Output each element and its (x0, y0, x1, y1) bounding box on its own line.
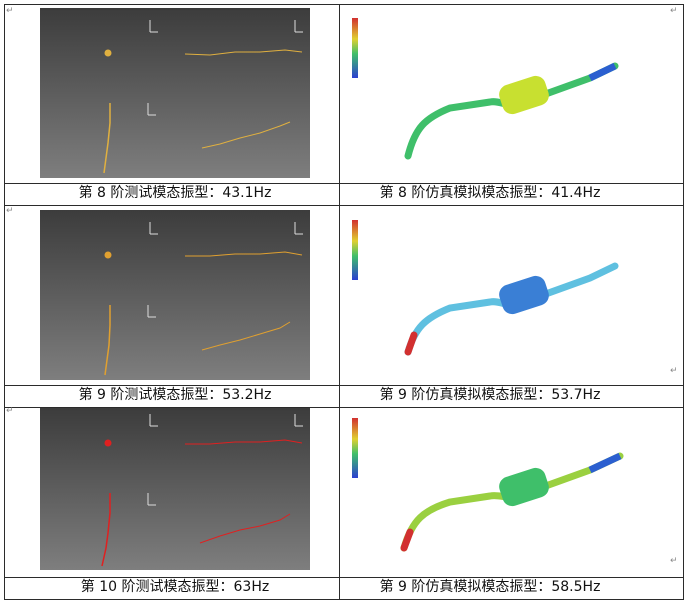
return-mark: ↵ (6, 406, 14, 416)
pipe-tail-2 (404, 331, 418, 356)
return-mark: ↵ (670, 366, 678, 376)
row-divider (5, 205, 683, 206)
row-divider (5, 385, 683, 386)
sim-caption-3: 第 9 阶仿真模拟模态振型：58.5Hz (379, 579, 601, 595)
sim-mode-plot-1 (352, 18, 619, 160)
axis-triads-3 (147, 414, 303, 506)
pipe-tail-1 (588, 62, 617, 82)
sim-mode-image-1 (340, 8, 640, 178)
test-caption-1: 第 8 阶测试模态振型：43.1Hz (78, 185, 272, 201)
pipe-end-3 (588, 452, 622, 474)
muffler-3 (499, 467, 549, 507)
sim-mode-image-3 (340, 408, 640, 570)
test-caption-3: 第 10 阶测试模态振型：63Hz (80, 579, 270, 595)
sim-mode-plot-2 (352, 220, 619, 356)
test-mode-image-2 (40, 210, 310, 380)
test-mode-image-3 (40, 408, 310, 570)
test-points-2 (104, 251, 303, 376)
pipe-tail-3 (400, 528, 414, 552)
test-mode-plot-2 (104, 222, 303, 376)
test-points-1 (103, 49, 303, 174)
muffler-2 (499, 275, 549, 315)
sim-caption-2: 第 9 阶仿真模拟模态振型：53.7Hz (379, 387, 601, 403)
return-mark: ↵ (6, 206, 14, 216)
return-mark: ↵ (6, 6, 14, 16)
legend-colorbar-3 (352, 418, 358, 478)
legend-colorbar-1 (352, 18, 358, 78)
return-mark: ↵ (670, 6, 678, 16)
row-divider (5, 183, 683, 184)
sim-mode-image-2 (340, 210, 640, 380)
test-mode-plot-3 (101, 414, 303, 567)
sim-caption-1: 第 8 阶仿真模拟模态振型：41.4Hz (379, 185, 601, 201)
axis-triads-2 (147, 222, 303, 318)
comparison-table (4, 4, 684, 600)
test-mode-plot-1 (103, 20, 303, 174)
muffler-1 (499, 75, 549, 115)
test-points-3 (101, 439, 303, 567)
return-mark: ↵ (670, 556, 678, 566)
column-divider (339, 5, 340, 599)
test-mode-image-1 (40, 8, 310, 178)
axis-triads-1 (147, 20, 303, 116)
row-divider (5, 577, 683, 578)
test-caption-2: 第 9 阶测试模态振型：53.2Hz (78, 387, 272, 403)
sim-mode-plot-3 (352, 418, 624, 552)
legend-colorbar-2 (352, 220, 358, 280)
row-divider (5, 407, 683, 408)
